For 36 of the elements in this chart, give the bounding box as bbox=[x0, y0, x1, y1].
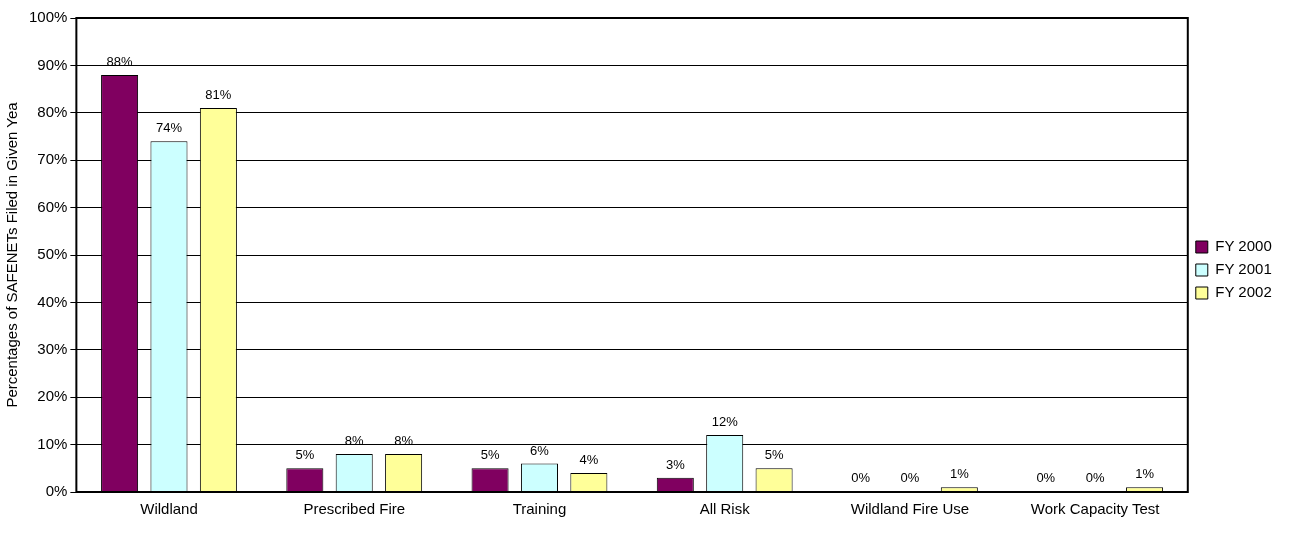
x-tick-label: Wildland Fire Use bbox=[850, 500, 970, 518]
y-tick-label: 50% bbox=[37, 245, 68, 263]
y-tick-label: 40% bbox=[37, 292, 68, 310]
data-label: 5% bbox=[480, 447, 500, 463]
y-tick-label: 60% bbox=[37, 197, 68, 215]
y-tick-label: 10% bbox=[37, 434, 68, 452]
data-label: 12% bbox=[711, 414, 739, 430]
data-label: 0% bbox=[1085, 470, 1106, 486]
x-tick-label: Training bbox=[512, 500, 567, 518]
data-label: 1% bbox=[949, 466, 970, 482]
y-tick-label: 90% bbox=[37, 55, 68, 73]
data-label: 4% bbox=[579, 452, 599, 468]
data-label: 6% bbox=[530, 442, 550, 458]
y-tick-label: 30% bbox=[37, 339, 68, 357]
x-tick-label: Wildland bbox=[140, 500, 198, 518]
legend-label: FY 2002 bbox=[1215, 283, 1272, 301]
data-label: 0% bbox=[1036, 470, 1056, 486]
data-label: 74% bbox=[155, 120, 183, 136]
data-label: 3% bbox=[665, 456, 686, 472]
legend-label: FY 2000 bbox=[1215, 237, 1272, 255]
x-tick-label: Work Capacity Test bbox=[1030, 500, 1161, 518]
data-label: 5% bbox=[764, 447, 784, 463]
data-label: 5% bbox=[295, 447, 315, 463]
y-tick-label: 80% bbox=[37, 102, 68, 120]
data-label: 0% bbox=[900, 470, 920, 486]
y-tick-label: 100% bbox=[28, 8, 68, 26]
y-tick-label: 20% bbox=[37, 387, 68, 405]
y-axis-title: Percentages of SAFENETs Filed in Given Yea bbox=[3, 101, 21, 408]
x-tick-label: All Risk bbox=[699, 500, 751, 518]
data-label: 0% bbox=[851, 470, 871, 486]
y-tick-label: 0% bbox=[45, 482, 68, 500]
data-label: 1% bbox=[1135, 466, 1155, 482]
x-tick-label: Prescribed Fire bbox=[303, 500, 406, 518]
data-label: 81% bbox=[205, 87, 232, 103]
legend-label: FY 2001 bbox=[1215, 260, 1272, 278]
y-tick-label: 70% bbox=[37, 150, 68, 168]
